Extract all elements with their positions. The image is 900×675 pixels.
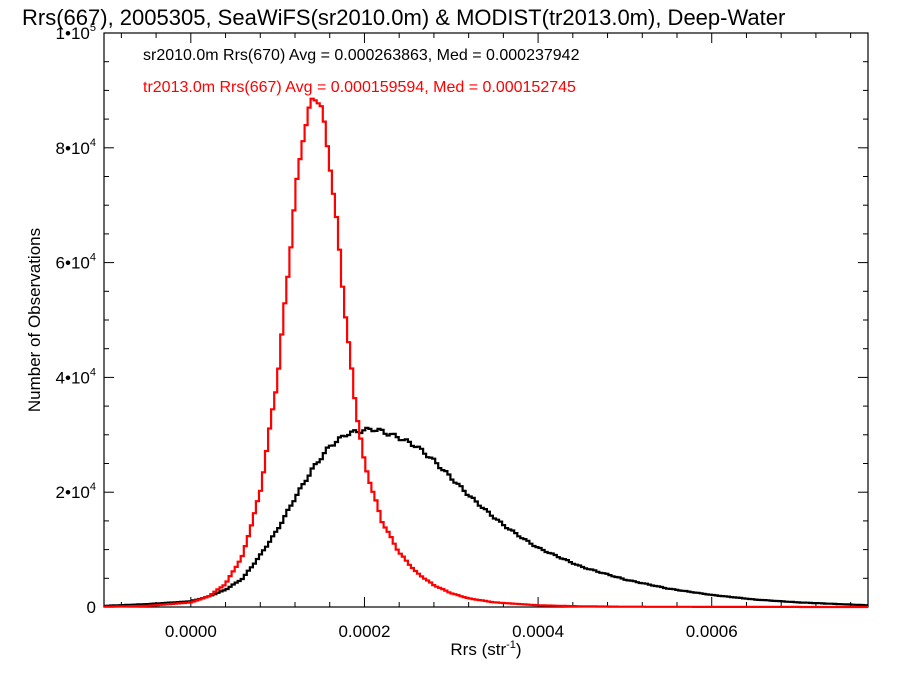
y-axis-ticks: 0 2•104 4•104 6•104 8•104 1•105 bbox=[56, 22, 868, 617]
x-tick-label: 0.0002 bbox=[338, 622, 390, 641]
legend-entry-black: sr2010.0m Rrs(670) Avg = 0.000263863, Me… bbox=[143, 47, 580, 64]
x-axis-ticks: 0.0000 0.0002 0.0004 0.0006 bbox=[120, 33, 852, 641]
y-tick-label: 2•104 bbox=[56, 481, 96, 502]
legend-entry-red: tr2013.0m Rrs(667) Avg = 0.000159594, Me… bbox=[143, 79, 576, 96]
chart-title: Rrs(667), 2005305, SeaWiFS(sr2010.0m) & … bbox=[22, 5, 785, 30]
series-sr2010-histogram bbox=[104, 426, 868, 607]
y-axis-label: Number of Observations bbox=[25, 228, 44, 412]
series-tr2013-histogram bbox=[104, 97, 868, 609]
x-axis-label-main: Rrs (str bbox=[450, 640, 506, 659]
x-tick-label: 0.0004 bbox=[512, 622, 564, 641]
x-axis-label: Rrs (str-1) bbox=[450, 639, 521, 659]
y-tick-label: 8•104 bbox=[56, 137, 96, 158]
y-tick-label: 0 bbox=[87, 598, 96, 617]
y-tick-label: 1•105 bbox=[56, 22, 96, 43]
series-layer bbox=[104, 97, 868, 609]
y-tick-label: 4•104 bbox=[56, 366, 96, 387]
x-axis-label-close: ) bbox=[516, 640, 522, 659]
x-tick-label: 0.0000 bbox=[165, 622, 217, 641]
plot-frame bbox=[103, 32, 869, 608]
y-tick-label: 6•104 bbox=[56, 252, 96, 273]
x-tick-label: 0.0006 bbox=[686, 622, 738, 641]
x-axis-label-sup: -1 bbox=[506, 639, 516, 651]
